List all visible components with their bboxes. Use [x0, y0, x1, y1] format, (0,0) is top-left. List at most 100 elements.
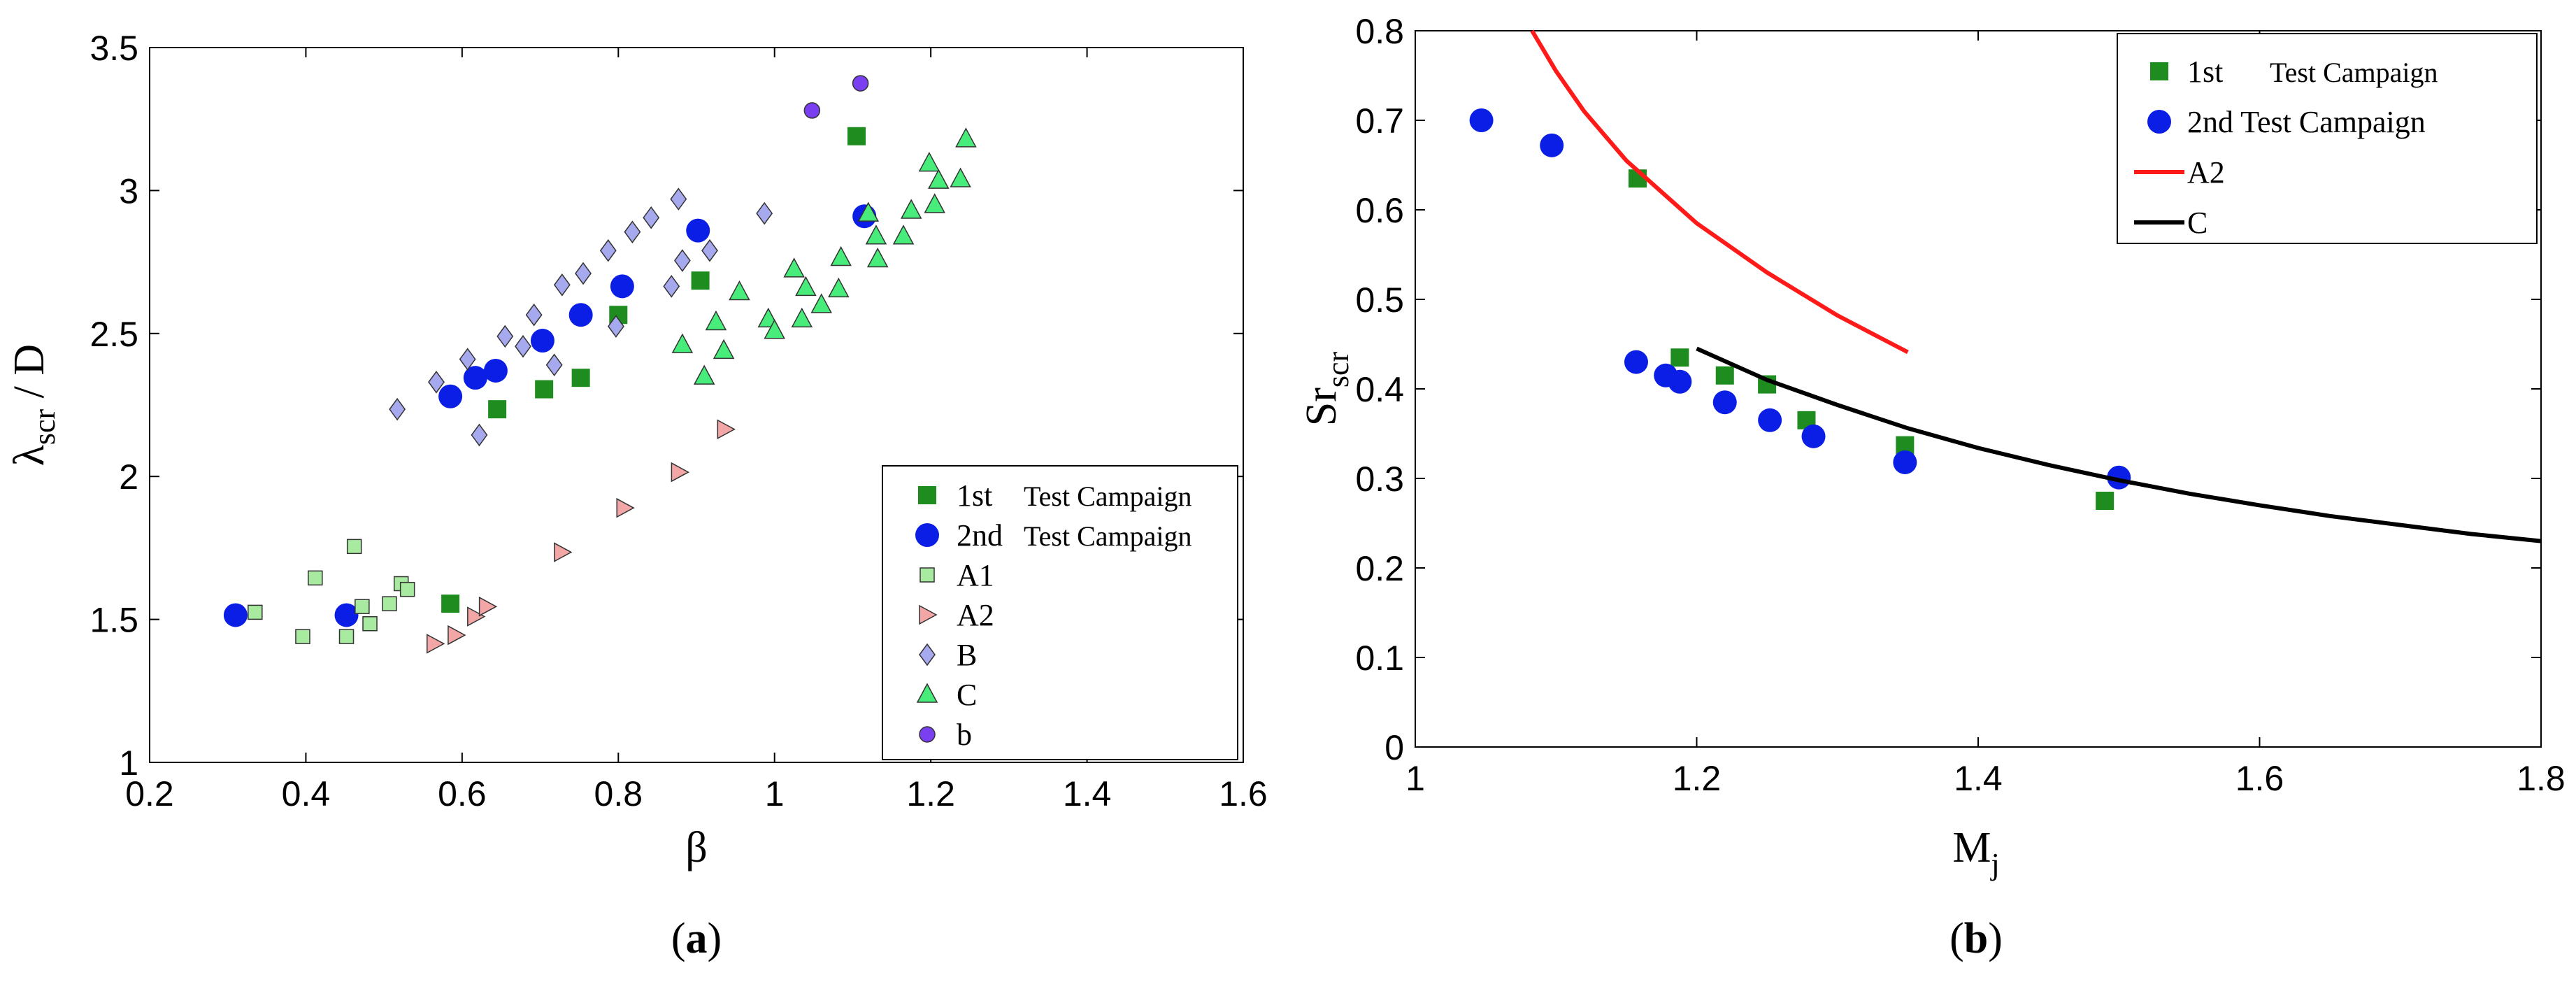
- x-tick-label: 1.4: [1954, 759, 2003, 798]
- panel-b-y-label-main: Sr: [1298, 387, 1345, 426]
- data-point-b: [428, 371, 445, 394]
- x-tick-label: 0.4: [282, 774, 331, 813]
- panel-a-legend: 1st Test Campaign 2nd Test Campaign A1 A2 BCb: [882, 465, 1238, 760]
- data-point-c: [950, 167, 971, 187]
- data-point-2nd-test-campaign: [1624, 350, 1648, 374]
- data-point-b: [670, 187, 687, 211]
- y-tick-label: 1: [119, 743, 138, 783]
- data-point-b: [803, 102, 821, 119]
- data-point-b: [608, 315, 624, 338]
- data-point-b: [515, 334, 531, 358]
- data-point-c: [783, 257, 805, 278]
- data-point-b: [553, 273, 571, 297]
- legend-label: C: [2187, 206, 2208, 240]
- data-point-c: [892, 225, 915, 245]
- x-tick-label: 0.6: [438, 774, 487, 813]
- curve-c: [1696, 346, 2542, 543]
- data-point-b: [525, 303, 543, 327]
- data-point-b: [663, 275, 680, 298]
- legend-label: 2nd Test Campaign: [2187, 105, 2426, 139]
- legend-swatch: [915, 523, 939, 547]
- y-tick-label: 0.8: [1355, 12, 1404, 51]
- x-tick-label: 1.2: [906, 774, 955, 813]
- data-point-b: [643, 206, 660, 229]
- legend-label: B: [957, 638, 977, 672]
- panel-a-caption: (a): [671, 915, 722, 962]
- data-point-2nd-test-campaign: [483, 358, 508, 383]
- data-point-c: [810, 293, 832, 313]
- y-tick-label: 0.2: [1355, 549, 1404, 588]
- data-point-b: [575, 262, 592, 285]
- panel-a-y-label-main: λ: [6, 445, 53, 466]
- data-point-c: [791, 307, 813, 328]
- data-point-c: [865, 225, 887, 245]
- data-point-b: [459, 348, 476, 371]
- data-point-a1: [308, 570, 323, 586]
- data-point-2nd-test-campaign: [1758, 408, 1782, 432]
- x-tick-label: 0.2: [125, 774, 174, 813]
- data-point-c: [866, 247, 889, 268]
- legend-label: A2: [957, 598, 994, 632]
- legend-swatch: [919, 643, 936, 667]
- data-point-c: [924, 193, 945, 213]
- legend-label-text: Test Campaign: [1024, 520, 1192, 552]
- data-point-a1: [362, 615, 378, 632]
- legend-label-ordinal: 1st: [2187, 55, 2223, 89]
- data-point-a1: [399, 581, 415, 597]
- data-point-c: [857, 201, 880, 222]
- x-tick-label: 1.4: [1063, 774, 1112, 813]
- data-point-c: [705, 310, 727, 331]
- x-tick-label: 0.8: [594, 774, 643, 813]
- panel-b-x-label-main: M: [1952, 824, 1991, 871]
- panel-b-chart: 1 1.2 1.4 1.6 1.8 0 0.1 0.2 0.3 0.4 0.5 0.6 0.7 0.8 M…: [1298, 12, 2566, 962]
- legend-swatch: [916, 683, 938, 703]
- data-point-b: [624, 220, 641, 243]
- data-point-2nd-test-campaign: [1469, 108, 1494, 132]
- data-point-a2: [671, 462, 689, 483]
- y-tick-label: 0.5: [1355, 280, 1404, 320]
- data-point-b: [852, 75, 869, 92]
- data-point-1st-test-campaign: [488, 400, 507, 419]
- data-point-1st-test-campaign: [571, 369, 590, 387]
- x-tick-label: 1.6: [1219, 774, 1268, 813]
- legend-swatch: [2150, 62, 2168, 80]
- data-point-1st-test-campaign: [1670, 348, 1689, 367]
- y-tick-label: 3.5: [90, 29, 138, 68]
- panel-b-caption: (b): [1949, 915, 2003, 962]
- data-point-a1: [338, 629, 355, 644]
- data-point-b: [701, 239, 718, 262]
- data-point-c: [955, 127, 977, 148]
- data-point-1st-test-campaign: [441, 595, 460, 613]
- data-point-a1: [295, 629, 310, 644]
- data-point-1st-test-campaign: [691, 271, 710, 290]
- data-point-2nd-test-campaign: [568, 303, 593, 327]
- legend-swatch: [920, 567, 935, 583]
- legend-label-text: Test Campaign: [1024, 481, 1192, 512]
- data-point-b: [471, 423, 488, 447]
- data-point-c: [713, 339, 735, 360]
- panel-b-legend-box: [2117, 33, 2538, 244]
- data-point-b: [389, 397, 406, 421]
- data-point-a2: [448, 625, 466, 646]
- data-point-c: [900, 199, 922, 219]
- x-tick-label: 1.2: [1673, 759, 1722, 798]
- data-point-b: [599, 239, 617, 262]
- legend-label: C: [957, 678, 977, 712]
- legend-swatch: [919, 604, 938, 625]
- x-tick-label: 1: [765, 774, 785, 813]
- data-point-1st-test-campaign: [847, 127, 866, 145]
- panel-b-x-label-sub: j: [1989, 847, 1999, 881]
- data-point-a2: [467, 606, 486, 627]
- y-tick-label: 3: [119, 171, 138, 211]
- data-point-b: [673, 249, 691, 272]
- y-tick-label: 0.3: [1355, 460, 1404, 499]
- data-point-c: [671, 333, 694, 353]
- data-point-a1: [382, 596, 397, 611]
- y-tick-label: 0.7: [1355, 101, 1404, 141]
- data-point-1st-test-campaign: [535, 380, 554, 399]
- legend-label-ordinal: 1st: [957, 478, 992, 513]
- y-tick-label: 2.5: [90, 315, 138, 354]
- data-point-a2: [616, 497, 635, 518]
- x-tick-label: 1: [1405, 759, 1425, 798]
- data-point-c: [693, 364, 715, 385]
